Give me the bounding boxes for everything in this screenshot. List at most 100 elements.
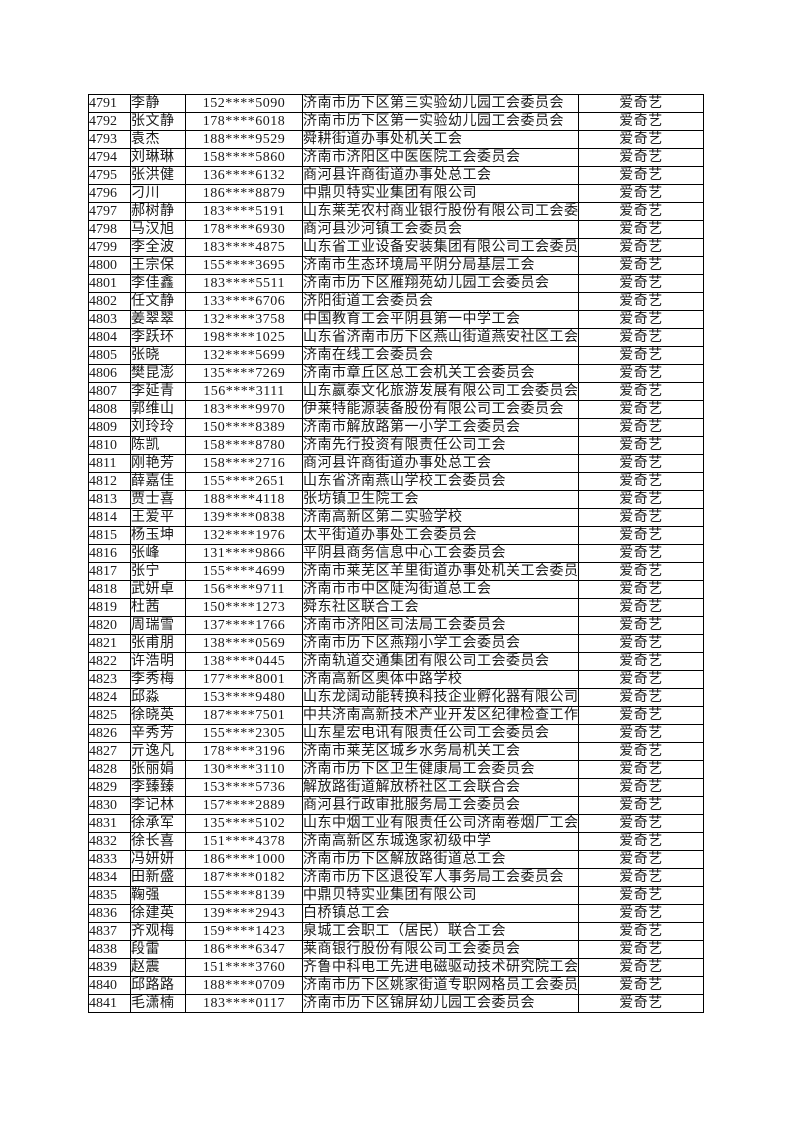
cell-serial: 4791 <box>88 94 131 113</box>
cell-name: 武妍卓 <box>130 580 186 599</box>
cell-serial: 4798 <box>88 220 131 239</box>
cell-serial: 4818 <box>88 580 131 599</box>
table-row: 4792 张文静 178****6018 济南市历下区第一实验幼儿园工会委员会 爱奇艺 <box>88 112 704 131</box>
cell-name: 邱淼 <box>130 688 186 707</box>
table-row: 4805 张晓 132****5699 济南在线工会委员会 爱奇艺 <box>88 346 704 365</box>
table-row: 4797 郝树静 183****5191 山东莱芜农村商业银行股份有限公司工会委 爱奇艺 <box>88 202 704 221</box>
cell-prize: 爱奇艺 <box>578 814 704 833</box>
table-row: 4821 张甫朋 138****0569 济南市历下区燕翔小学工会委员会 爱奇艺 <box>88 634 704 653</box>
cell-serial: 4841 <box>88 994 131 1013</box>
cell-serial: 4834 <box>88 868 131 887</box>
cell-serial: 4809 <box>88 418 131 437</box>
table-row: 4841 毛潇楠 183****0117 济南市历下区锦屏幼儿园工会委员会 爱奇艺 <box>88 994 704 1013</box>
cell-prize: 爱奇艺 <box>578 760 704 779</box>
cell-organization: 济南市历下区姚家街道专职网格员工会委员 <box>302 976 579 995</box>
table-row: 4830 李记林 157****2889 商河县行政审批服务局工会委员会 爱奇艺 <box>88 796 704 815</box>
cell-name: 任文静 <box>130 292 186 311</box>
cell-name: 许浩明 <box>130 652 186 671</box>
table-row: 4839 赵震 151****3760 齐鲁中科电工先进电磁驱动技术研究院工会 爱奇艺 <box>88 958 704 977</box>
cell-prize: 爱奇艺 <box>578 652 704 671</box>
cell-serial: 4820 <box>88 616 131 635</box>
cell-prize: 爱奇艺 <box>578 958 704 977</box>
cell-phone: 137****1766 <box>185 616 303 635</box>
cell-prize: 爱奇艺 <box>578 508 704 527</box>
cell-name: 李秀梅 <box>130 670 186 689</box>
cell-serial: 4826 <box>88 724 131 743</box>
cell-organization: 山东省济南市历下区燕山街道燕安社区工会 <box>302 328 579 347</box>
table-row: 4815 杨玉坤 132****1976 太平街道办事处工会委员会 爱奇艺 <box>88 526 704 545</box>
cell-prize: 爱奇艺 <box>578 328 704 347</box>
cell-organization: 齐鲁中科电工先进电磁驱动技术研究院工会 <box>302 958 579 977</box>
cell-organization: 济南市解放路第一小学工会委员会 <box>302 418 579 437</box>
cell-phone: 136****6132 <box>185 166 303 185</box>
cell-phone: 138****0445 <box>185 652 303 671</box>
cell-prize: 爱奇艺 <box>578 778 704 797</box>
cell-phone: 183****0117 <box>185 994 303 1013</box>
cell-organization: 济南市市中区陡沟街道总工会 <box>302 580 579 599</box>
cell-name: 李全波 <box>130 238 186 257</box>
cell-serial: 4814 <box>88 508 131 527</box>
cell-organization: 济南市历下区解放路街道总工会 <box>302 850 579 869</box>
cell-serial: 4833 <box>88 850 131 869</box>
cell-serial: 4806 <box>88 364 131 383</box>
table-row: 4799 李全波 183****4875 山东省工业设备安装集团有限公司工会委员 爱奇艺 <box>88 238 704 257</box>
cell-name: 李记林 <box>130 796 186 815</box>
cell-organization: 济阳街道工会委员会 <box>302 292 579 311</box>
cell-prize: 爱奇艺 <box>578 148 704 167</box>
table-row: 4836 徐建英 139****2943 白桥镇总工会 爱奇艺 <box>88 904 704 923</box>
cell-name: 张洪健 <box>130 166 186 185</box>
cell-serial: 4838 <box>88 940 131 959</box>
table-row: 4798 马汉旭 178****6930 商河县沙河镇工会委员会 爱奇艺 <box>88 220 704 239</box>
cell-phone: 132****5699 <box>185 346 303 365</box>
table-row: 4814 王爱平 139****0838 济南高新区第二实验学校 爱奇艺 <box>88 508 704 527</box>
cell-name: 袁杰 <box>130 130 186 149</box>
cell-prize: 爱奇艺 <box>578 724 704 743</box>
cell-phone: 135****7269 <box>185 364 303 383</box>
cell-phone: 188****0709 <box>185 976 303 995</box>
cell-serial: 4836 <box>88 904 131 923</box>
cell-name: 杜茜 <box>130 598 186 617</box>
table-row: 4812 薛嘉佳 155****2651 山东省济南燕山学校工会委员会 爱奇艺 <box>88 472 704 491</box>
cell-organization: 舜耕街道办事处机关工会 <box>302 130 579 149</box>
cell-organization: 中国教育工会平阴县第一中学工会 <box>302 310 579 329</box>
cell-name: 郝树静 <box>130 202 186 221</box>
cell-organization: 济南市济阳区司法局工会委员会 <box>302 616 579 635</box>
cell-phone: 178****6930 <box>185 220 303 239</box>
cell-serial: 4795 <box>88 166 131 185</box>
cell-prize: 爱奇艺 <box>578 382 704 401</box>
cell-phone: 132****1976 <box>185 526 303 545</box>
cell-prize: 爱奇艺 <box>578 526 704 545</box>
cell-prize: 爱奇艺 <box>578 130 704 149</box>
cell-organization: 中共济南高新技术产业开发区纪律检查工作 <box>302 706 579 725</box>
winners-table: 4791 李静 152****5090 济南市历下区第三实验幼儿园工会委员会 爱奇艺 47… <box>88 94 704 1013</box>
table-row: 4807 李延青 156****3111 山东嬴泰文化旅游发展有限公司工会委员会 爱奇艺 <box>88 382 704 401</box>
cell-prize: 爱奇艺 <box>578 94 704 113</box>
cell-serial: 4808 <box>88 400 131 419</box>
cell-serial: 4797 <box>88 202 131 221</box>
cell-prize: 爱奇艺 <box>578 346 704 365</box>
cell-phone: 155****3695 <box>185 256 303 275</box>
cell-phone: 153****5736 <box>185 778 303 797</box>
cell-organization: 伊莱特能源装备股份有限公司工会委员会 <box>302 400 579 419</box>
cell-organization: 山东龙阔动能转换科技企业孵化器有限公司 <box>302 688 579 707</box>
table-row: 4819 杜茜 150****1273 舜东社区联合工会 爱奇艺 <box>88 598 704 617</box>
cell-prize: 爱奇艺 <box>578 994 704 1013</box>
cell-organization: 舜东社区联合工会 <box>302 598 579 617</box>
cell-prize: 爱奇艺 <box>578 706 704 725</box>
table-row: 4817 张宁 155****4699 济南市莱芜区羊里街道办事处机关工会委员 爱奇艺 <box>88 562 704 581</box>
cell-name: 张晓 <box>130 346 186 365</box>
cell-organization: 解放路街道解放桥社区工会联合会 <box>302 778 579 797</box>
cell-phone: 155****8139 <box>185 886 303 905</box>
cell-phone: 139****2943 <box>185 904 303 923</box>
cell-phone: 152****5090 <box>185 94 303 113</box>
table-row: 4833 冯妍妍 186****1000 济南市历下区解放路街道总工会 爱奇艺 <box>88 850 704 869</box>
cell-organization: 济南市历下区雁翔苑幼儿园工会委员会 <box>302 274 579 293</box>
table-row: 4840 邱路路 188****0709 济南市历下区姚家街道专职网格员工会委员 爱奇艺 <box>88 976 704 995</box>
cell-prize: 爱奇艺 <box>578 976 704 995</box>
cell-serial: 4817 <box>88 562 131 581</box>
cell-organization: 白桥镇总工会 <box>302 904 579 923</box>
table-row: 4824 邱淼 153****9480 山东龙阔动能转换科技企业孵化器有限公司 爱奇艺 <box>88 688 704 707</box>
cell-phone: 156****9711 <box>185 580 303 599</box>
cell-phone: 132****3758 <box>185 310 303 329</box>
